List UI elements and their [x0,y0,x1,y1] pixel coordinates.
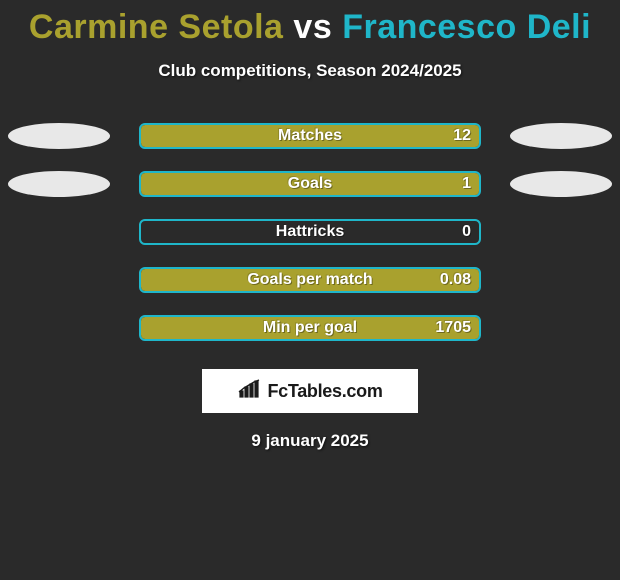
player1-name: Carmine Setola [29,8,284,46]
stat-row: Goals 1 [0,171,620,197]
subtitle: Club competitions, Season 2024/2025 [0,61,620,81]
ellipse-left [8,171,110,197]
ellipse-right [510,171,612,197]
stat-label: Matches [278,127,342,145]
stat-bar: Goals 1 [139,171,481,197]
chart-icon [237,379,261,404]
stat-bar: Matches 12 [139,123,481,149]
stat-bar: Min per goal 1705 [139,315,481,341]
stat-value: 12 [453,127,471,145]
page-title: Carmine Setola vs Francesco Deli [0,8,620,47]
comparison-card: Carmine Setola vs Francesco Deli Club co… [0,0,620,451]
stat-bar: Hattricks 0 [139,219,481,245]
stat-label: Min per goal [263,319,357,337]
stat-value: 1705 [435,319,471,337]
ellipse-left [8,123,110,149]
brand-text: FcTables.com [267,381,382,402]
stat-value: 1 [462,175,471,193]
stat-value: 0.08 [440,271,471,289]
date-label: 9 january 2025 [0,431,620,451]
stat-label: Goals per match [247,271,372,289]
stat-label: Hattricks [276,223,344,241]
player2-name: Francesco Deli [342,8,591,46]
stat-value: 0 [462,223,471,241]
stat-rows: Matches 12 Goals 1 Hattricks 0 Goals per match… [0,123,620,341]
brand-box[interactable]: FcTables.com [202,369,418,413]
stat-label: Goals [288,175,332,193]
stat-row: Hattricks 0 [0,219,620,245]
vs-separator: vs [293,8,332,46]
stat-row: Min per goal 1705 [0,315,620,341]
stat-row: Matches 12 [0,123,620,149]
stat-row: Goals per match 0.08 [0,267,620,293]
ellipse-right [510,123,612,149]
stat-bar: Goals per match 0.08 [139,267,481,293]
